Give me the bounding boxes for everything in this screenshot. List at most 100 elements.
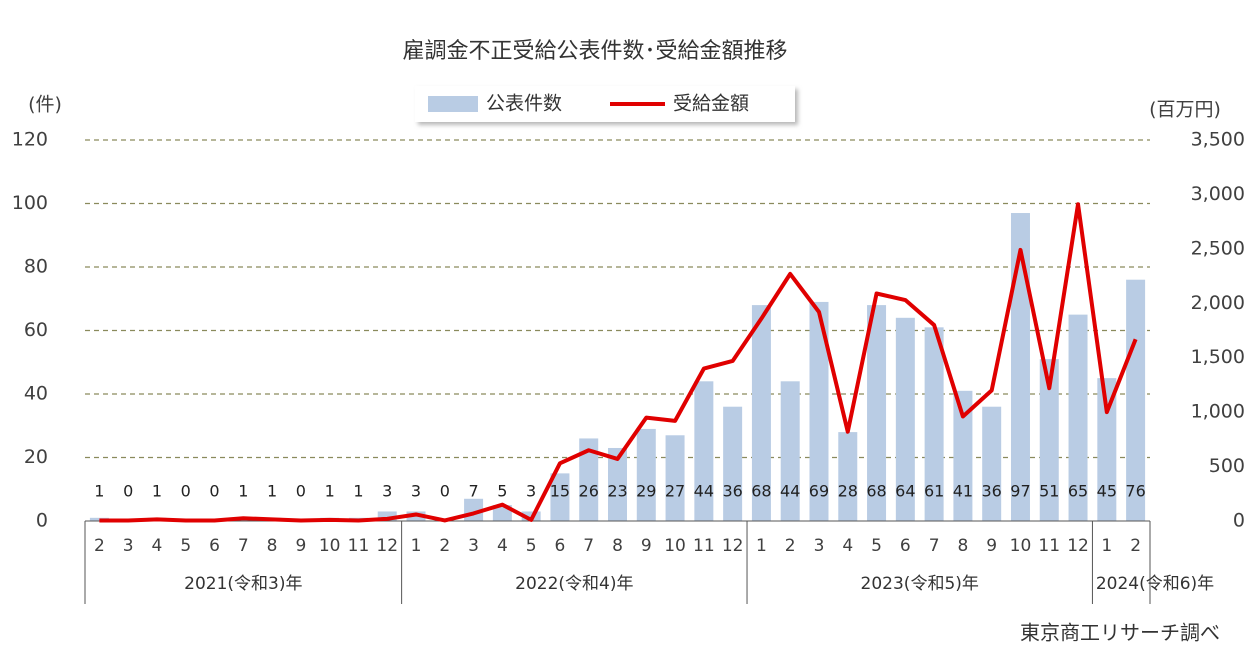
y-tick-label: 60 — [24, 319, 48, 341]
chart-title: 雇調金不正受給公表件数･受給金額推移 — [402, 39, 787, 64]
data-label: 23 — [607, 482, 627, 501]
x-tick-label: 9 — [641, 536, 652, 556]
bar — [1068, 314, 1088, 521]
data-label: 61 — [924, 482, 944, 501]
legend-label: 受給金額 — [673, 93, 749, 115]
y-axis-label: (件) — [28, 94, 62, 116]
x-tick-label: 7 — [238, 536, 249, 556]
x-tick-label: 4 — [497, 536, 508, 556]
x-tick-label: 10 — [1010, 536, 1032, 556]
y-tick-label: 100 — [12, 192, 48, 214]
data-label: 5 — [497, 482, 507, 501]
x-group-label: 2024(令和6)年 — [1096, 574, 1214, 594]
x-tick-label: 8 — [957, 536, 968, 556]
x-tick-label: 12 — [376, 536, 398, 556]
data-label: 3 — [382, 482, 392, 501]
data-label: 0 — [440, 482, 450, 501]
x-tick-label: 1 — [756, 536, 767, 556]
data-label: 65 — [1068, 482, 1088, 501]
bar — [377, 511, 397, 521]
x-tick-label: 4 — [152, 536, 163, 556]
x-tick-label: 11 — [348, 536, 370, 556]
data-label: 1 — [353, 482, 363, 501]
x-tick-label: 12 — [722, 536, 744, 556]
data-label: 97 — [1010, 482, 1030, 501]
bar — [550, 473, 570, 521]
data-label: 68 — [751, 482, 771, 501]
data-label: 28 — [838, 482, 858, 501]
bar — [1097, 378, 1117, 521]
x-group-label: 2023(令和5)年 — [861, 574, 979, 594]
data-label: 45 — [1097, 482, 1117, 501]
data-label: 36 — [722, 482, 742, 501]
data-label: 26 — [579, 482, 599, 501]
y2-tick-label: 2,000 — [1191, 292, 1245, 314]
data-label: 76 — [1125, 482, 1145, 501]
x-tick-label: 11 — [1038, 536, 1060, 556]
bar — [809, 301, 829, 521]
x-tick-label: 7 — [583, 536, 594, 556]
bar — [867, 305, 887, 521]
bar — [924, 327, 944, 521]
x-tick-label: 7 — [929, 536, 940, 556]
bar — [953, 390, 973, 521]
bar — [751, 305, 771, 521]
bar — [838, 432, 858, 521]
x-tick-label: 8 — [612, 536, 623, 556]
y2-tick-label: 0 — [1233, 510, 1245, 532]
data-label: 0 — [296, 482, 306, 501]
x-tick-label: 5 — [871, 536, 882, 556]
data-label: 68 — [866, 482, 886, 501]
bar — [723, 406, 743, 521]
x-tick-label: 1 — [411, 536, 422, 556]
x-tick-label: 10 — [664, 536, 686, 556]
data-label: 3 — [411, 482, 421, 501]
bar — [665, 435, 685, 521]
data-label: 1 — [94, 482, 104, 501]
data-label: 1 — [152, 482, 162, 501]
data-label: 15 — [550, 482, 570, 501]
data-label: 41 — [953, 482, 973, 501]
data-label: 29 — [636, 482, 656, 501]
x-tick-label: 2 — [94, 536, 105, 556]
y-tick-label: 120 — [12, 129, 48, 151]
data-label: 44 — [694, 482, 714, 501]
source: 東京商工リサーチ調べ — [1020, 621, 1220, 645]
data-label: 1 — [238, 482, 248, 501]
y2-axis-label: (百万円) — [1149, 99, 1221, 121]
bar — [694, 381, 714, 521]
x-tick-label: 6 — [209, 536, 220, 556]
y-tick-label: 80 — [24, 256, 48, 278]
x-tick-label: 6 — [555, 536, 566, 556]
bar — [608, 447, 627, 521]
x-tick-label: 5 — [180, 536, 191, 556]
data-label: 44 — [780, 482, 800, 501]
y2-tick-label: 1,000 — [1191, 401, 1245, 423]
x-tick-label: 4 — [842, 536, 853, 556]
bar — [982, 406, 1002, 521]
y2-tick-label: 500 — [1209, 455, 1245, 477]
y-tick-label: 20 — [24, 446, 48, 468]
y2-tick-label: 2,500 — [1191, 237, 1245, 259]
x-tick-label: 1 — [1101, 536, 1112, 556]
y-tick-label: 40 — [24, 383, 48, 405]
data-label: 36 — [982, 482, 1002, 501]
data-label: 0 — [123, 482, 133, 501]
legend-swatch — [428, 96, 478, 112]
y-tick-label: 0 — [36, 510, 48, 532]
x-tick-label: 9 — [295, 536, 306, 556]
data-label: 69 — [809, 482, 829, 501]
x-tick-label: 3 — [123, 536, 134, 556]
bar — [780, 381, 800, 521]
bar — [579, 438, 599, 521]
bar — [1039, 359, 1059, 521]
x-tick-label: 11 — [693, 536, 715, 556]
y2-tick-label: 1,500 — [1191, 346, 1245, 368]
x-group-label: 2022(令和4)年 — [515, 574, 633, 594]
data-label: 3 — [526, 482, 536, 501]
x-tick-label: 5 — [526, 536, 537, 556]
data-label: 0 — [181, 482, 191, 501]
data-label: 7 — [468, 482, 478, 501]
data-label: 1 — [267, 482, 277, 501]
x-tick-label: 2 — [785, 536, 796, 556]
